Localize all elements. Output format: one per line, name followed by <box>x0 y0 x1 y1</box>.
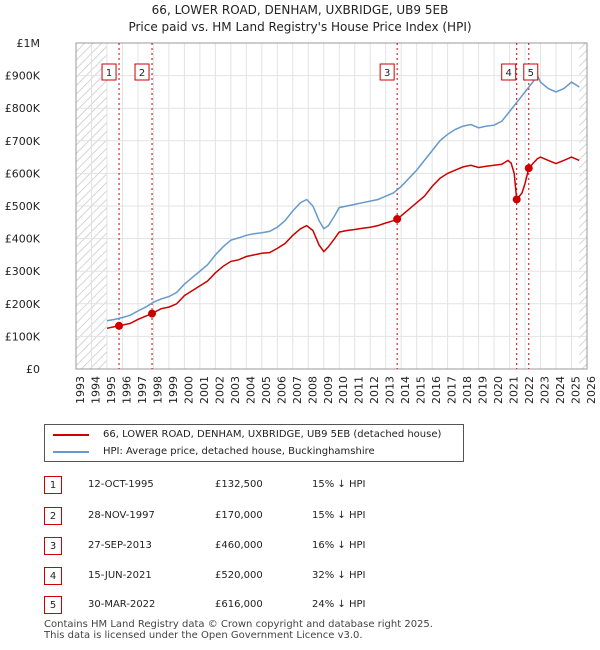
table-row: 5 30-MAR-2022 £616,000 24% ↓ HPI <box>0 596 600 616</box>
table-row: 3 27-SEP-2013 £460,000 16% ↓ HPI <box>0 537 600 557</box>
footer-copyright: Contains HM Land Registry data © Crown c… <box>44 619 433 630</box>
x-tick-label: 2010 <box>337 376 350 404</box>
x-tick-label: 1994 <box>89 376 102 404</box>
x-tick-label: 2003 <box>229 376 242 404</box>
x-tick-label: 1993 <box>74 376 87 404</box>
x-tick-label: 2017 <box>446 376 459 404</box>
sale-point <box>512 195 521 204</box>
x-tick-label: 2007 <box>291 376 304 404</box>
sale-price: £132,500 <box>215 479 263 490</box>
sale-point <box>393 215 402 224</box>
y-tick-label: £400K <box>5 233 41 246</box>
sale-date: 28-NOV-1997 <box>88 510 155 521</box>
sale-label-box <box>134 63 150 81</box>
x-tick-label: 2000 <box>182 376 195 404</box>
sale-price: £460,000 <box>215 540 263 551</box>
sale-price: £520,000 <box>215 570 263 581</box>
y-tick-label: £800K <box>5 102 41 115</box>
sale-hpi-diff: 16% ↓ HPI <box>312 540 366 551</box>
table-row: 1 12-OCT-1995 £132,500 15% ↓ HPI <box>0 476 600 496</box>
x-tick-label: 2025 <box>570 376 583 404</box>
sale-date: 27-SEP-2013 <box>88 540 152 551</box>
sale-label-box <box>379 63 395 81</box>
sale-price: £170,000 <box>215 510 263 521</box>
sale-price: £616,000 <box>215 599 263 610</box>
x-tick-label: 2004 <box>244 376 257 404</box>
chart-subtitle: Price paid vs. HM Land Registry's House … <box>128 20 471 34</box>
footer-licence: This data is licensed under the Open Gov… <box>44 630 363 641</box>
legend-swatch-property <box>53 434 89 436</box>
sale-label: 2 <box>139 68 145 79</box>
x-tick-label: 2023 <box>539 376 552 404</box>
x-tick-label: 2002 <box>213 376 226 404</box>
y-tick-label: £200K <box>5 298 41 311</box>
sale-label: 3 <box>384 68 390 79</box>
y-tick-label: £0 <box>26 363 40 376</box>
sale-point <box>524 164 533 173</box>
x-tick-label: 1999 <box>167 376 180 404</box>
x-tick-label: 2022 <box>523 376 536 404</box>
sale-hpi-diff: 15% ↓ HPI <box>312 479 366 490</box>
y-tick-label: £900K <box>5 70 41 83</box>
x-tick-label: 2019 <box>477 376 490 404</box>
y-tick-label: £700K <box>5 135 41 148</box>
y-tick-label: £1M <box>17 37 41 50</box>
x-tick-label: 1995 <box>105 376 118 404</box>
table-row: 2 28-NOV-1997 £170,000 15% ↓ HPI <box>0 507 600 527</box>
y-tick-label: £600K <box>5 167 41 180</box>
x-tick-label: 2021 <box>508 376 521 404</box>
x-tick-label: 2016 <box>430 376 443 404</box>
sale-hpi-diff: 15% ↓ HPI <box>312 510 366 521</box>
x-tick-label: 2013 <box>384 376 397 404</box>
sale-number-badge: 4 <box>44 567 62 585</box>
y-tick-label: £100K <box>5 330 41 343</box>
x-tick-label: 2005 <box>260 376 273 404</box>
sale-number-badge: 3 <box>44 537 62 555</box>
series-line <box>106 156 580 330</box>
chart-title: 66, LOWER ROAD, DENHAM, UXBRIDGE, UB9 5E… <box>152 3 449 17</box>
sale-date: 15-JUN-2021 <box>88 570 152 581</box>
sale-label: 1 <box>106 68 112 79</box>
sale-label: 4 <box>506 68 512 79</box>
sale-label-box <box>501 63 517 81</box>
sale-number-badge: 2 <box>44 507 62 525</box>
sale-date: 30-MAR-2022 <box>88 599 156 610</box>
x-tick-label: 2026 <box>585 376 598 404</box>
x-tick-label: 2009 <box>322 376 335 404</box>
sale-number-badge: 5 <box>44 596 62 614</box>
sale-point <box>148 309 157 318</box>
y-tick-label: £300K <box>5 265 41 278</box>
x-tick-label: 2015 <box>415 376 428 404</box>
sale-label: 5 <box>528 68 534 79</box>
sale-number-badge: 1 <box>44 476 62 494</box>
x-tick-label: 2006 <box>275 376 288 404</box>
table-row: 4 15-JUN-2021 £520,000 32% ↓ HPI <box>0 567 600 587</box>
x-tick-label: 2020 <box>492 376 505 404</box>
x-tick-label: 1996 <box>120 376 133 404</box>
x-tick-label: 2018 <box>461 376 474 404</box>
x-tick-label: 2001 <box>198 376 211 404</box>
chart-legend: 66, LOWER ROAD, DENHAM, UXBRIDGE, UB9 5E… <box>44 424 464 462</box>
sale-hpi-diff: 24% ↓ HPI <box>312 599 366 610</box>
legend-swatch-hpi <box>53 451 89 453</box>
sale-point <box>115 321 124 330</box>
sale-label-box <box>523 63 539 81</box>
x-tick-label: 2024 <box>554 376 567 404</box>
legend-label-hpi: HPI: Average price, detached house, Buck… <box>103 446 375 457</box>
x-tick-label: 2012 <box>368 376 381 404</box>
x-tick-label: 2011 <box>353 376 366 404</box>
price-chart: 66, LOWER ROAD, DENHAM, UXBRIDGE, UB9 5E… <box>5 3 598 404</box>
legend-label-property: 66, LOWER ROAD, DENHAM, UXBRIDGE, UB9 5E… <box>103 429 442 440</box>
series-line <box>106 74 580 322</box>
plot-frame <box>75 42 588 370</box>
plot-area: 1 2 3 4 5 £0 £100K £200K £300K £400K £500K £600K £70… <box>5 37 598 404</box>
x-tick-label: 2014 <box>399 376 412 404</box>
x-tick-label: 1998 <box>151 376 164 404</box>
sale-label-box <box>101 63 117 81</box>
x-tick-label: 1997 <box>136 376 149 404</box>
sale-hpi-diff: 32% ↓ HPI <box>312 570 366 581</box>
y-tick-label: £500K <box>5 200 41 213</box>
sale-date: 12-OCT-1995 <box>88 479 154 490</box>
x-tick-label: 2008 <box>306 376 319 404</box>
